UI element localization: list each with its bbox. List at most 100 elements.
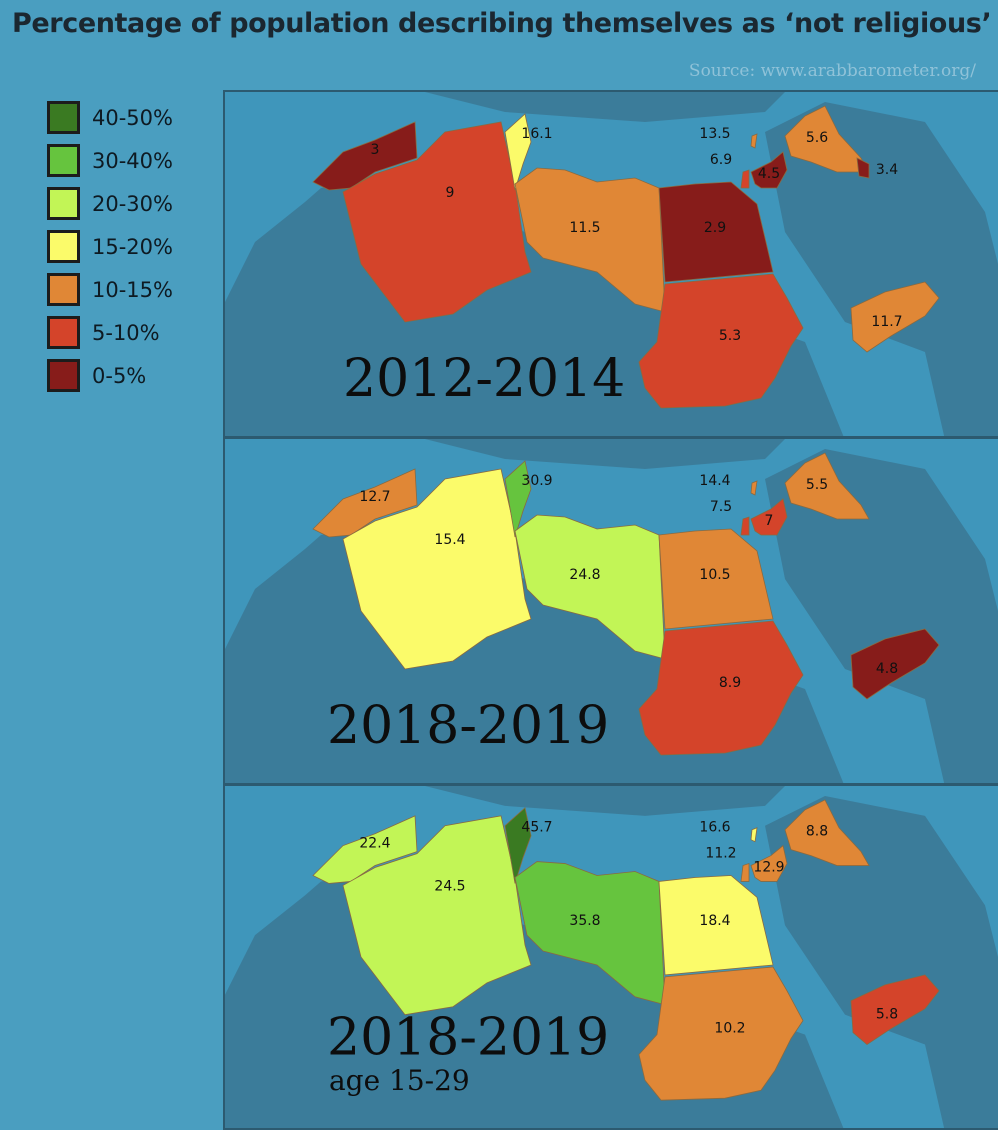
country-libya (514, 167, 666, 313)
country-libya (514, 514, 666, 660)
country-algeria (342, 121, 532, 323)
legend-item: 0-5% (47, 354, 173, 397)
value-label-morocco: 12.7 (359, 489, 390, 505)
value-label-kuwait: 3.4 (876, 162, 898, 178)
country-jordan (750, 844, 788, 882)
country-iraq (784, 799, 870, 866)
value-label-libya: 35.8 (569, 913, 600, 929)
country-egypt (658, 875, 774, 976)
period-label: 2018-2019 (327, 1008, 609, 1068)
legend-item: 20-30% (47, 182, 173, 225)
value-label-iraq: 5.6 (806, 130, 828, 146)
country-palestine (740, 516, 750, 536)
value-label-yemen: 5.8 (876, 1007, 898, 1023)
value-label-jordan: 4.5 (758, 166, 780, 182)
arabia-landmass (765, 449, 998, 783)
legend-label: 40-50% (92, 105, 173, 130)
value-label-tunisia: 30.9 (521, 473, 552, 489)
legend-swatch (47, 144, 80, 177)
value-label-sudan: 10.2 (714, 1021, 745, 1037)
value-label-lebanon: 16.6 (699, 820, 730, 836)
value-label-egypt: 2.9 (704, 220, 726, 236)
legend-label: 20-30% (92, 191, 173, 216)
value-label-sudan: 8.9 (719, 675, 741, 691)
legend-label: 10-15% (92, 277, 173, 302)
country-sudan (638, 966, 804, 1101)
country-iraq (784, 452, 870, 520)
europe-landmass (425, 786, 785, 816)
value-label-palestine: 11.2 (705, 846, 736, 862)
arabia-landmass (765, 795, 998, 1128)
legend-item: 15-20% (47, 225, 173, 268)
period-label: 2012-2014 (343, 349, 625, 409)
map-panel-2018-2019: 12.7 15.4 30.9 24.8 10.5 8.9 14.4 7.5 7 5.5 4.8 201… (223, 437, 998, 785)
value-label-palestine: 7.5 (710, 499, 732, 515)
country-palestine (740, 862, 750, 882)
value-label-morocco: 3 (371, 142, 380, 158)
country-sudan (638, 620, 804, 756)
value-label-tunisia: 16.1 (521, 126, 552, 142)
country-sudan (638, 273, 804, 409)
europe-landmass (425, 439, 785, 469)
legend-item: 40-50% (47, 96, 173, 139)
country-palestine (740, 169, 750, 189)
country-tunisia (504, 113, 532, 191)
period-label: 2018-2019 (327, 696, 609, 756)
value-label-tunisia: 45.7 (521, 820, 552, 836)
legend-label: 5-10% (92, 320, 160, 345)
value-label-jordan: 7 (765, 513, 774, 529)
country-yemen (850, 281, 940, 353)
country-libya (514, 861, 666, 1006)
country-yemen (850, 974, 940, 1046)
country-lebanon (750, 133, 758, 149)
country-jordan (750, 151, 788, 189)
country-morocco (312, 121, 418, 191)
country-morocco (312, 468, 418, 538)
value-label-libya: 24.8 (569, 567, 600, 583)
legend-swatch (47, 359, 80, 392)
legend-label: 30-40% (92, 148, 173, 173)
value-label-algeria: 24.5 (434, 878, 465, 894)
legend-item: 10-15% (47, 268, 173, 311)
country-yemen (850, 628, 940, 700)
value-label-morocco: 22.4 (359, 836, 390, 852)
country-morocco (312, 815, 418, 884)
map-title: Percentage of population describing them… (12, 8, 992, 39)
value-label-egypt: 10.5 (699, 567, 730, 583)
country-egypt (658, 181, 774, 283)
legend: 40-50% 30-40% 20-30% 15-20% 10-15% 5-10%… (47, 96, 173, 397)
value-label-egypt: 18.4 (699, 913, 730, 929)
country-lebanon (750, 827, 758, 843)
value-label-algeria: 15.4 (434, 532, 465, 548)
legend-swatch (47, 187, 80, 220)
legend-item: 30-40% (47, 139, 173, 182)
legend-swatch (47, 316, 80, 349)
value-label-iraq: 5.5 (806, 477, 828, 493)
country-tunisia (504, 460, 532, 538)
value-label-lebanon: 14.4 (699, 473, 730, 489)
country-lebanon (750, 480, 758, 496)
map-panel-2012-2014: 3 9 16.1 11.5 2.9 5.3 13.5 6.9 4.5 5.6 3.4 11.7 2012… (223, 90, 998, 438)
subperiod-label: age 15-29 (329, 1064, 470, 1097)
map-svg: 3 9 16.1 11.5 2.9 5.3 13.5 6.9 4.5 5.6 3.4 11.7 2012… (225, 92, 998, 436)
legend-swatch (47, 230, 80, 263)
legend-item: 5-10% (47, 311, 173, 354)
value-label-lebanon: 13.5 (699, 126, 730, 142)
value-label-yemen: 11.7 (871, 314, 902, 330)
value-label-yemen: 4.8 (876, 661, 898, 677)
value-label-palestine: 6.9 (710, 152, 732, 168)
value-label-jordan: 12.9 (753, 860, 784, 876)
country-kuwait (856, 157, 870, 179)
country-tunisia (504, 807, 532, 884)
country-algeria (342, 468, 532, 670)
source-credit: Source: www.arabbarometer.org/ (688, 61, 976, 81)
value-label-libya: 11.5 (569, 220, 600, 236)
legend-swatch (47, 273, 80, 306)
map-svg: 12.7 15.4 30.9 24.8 10.5 8.9 14.4 7.5 7 5.5 4.8 201… (225, 439, 998, 783)
legend-label: 0-5% (92, 363, 147, 388)
value-label-iraq: 8.8 (806, 824, 828, 840)
arabia-landmass (765, 102, 998, 436)
value-label-algeria: 9 (446, 185, 455, 201)
value-label-sudan: 5.3 (719, 328, 741, 344)
europe-landmass (425, 92, 785, 122)
